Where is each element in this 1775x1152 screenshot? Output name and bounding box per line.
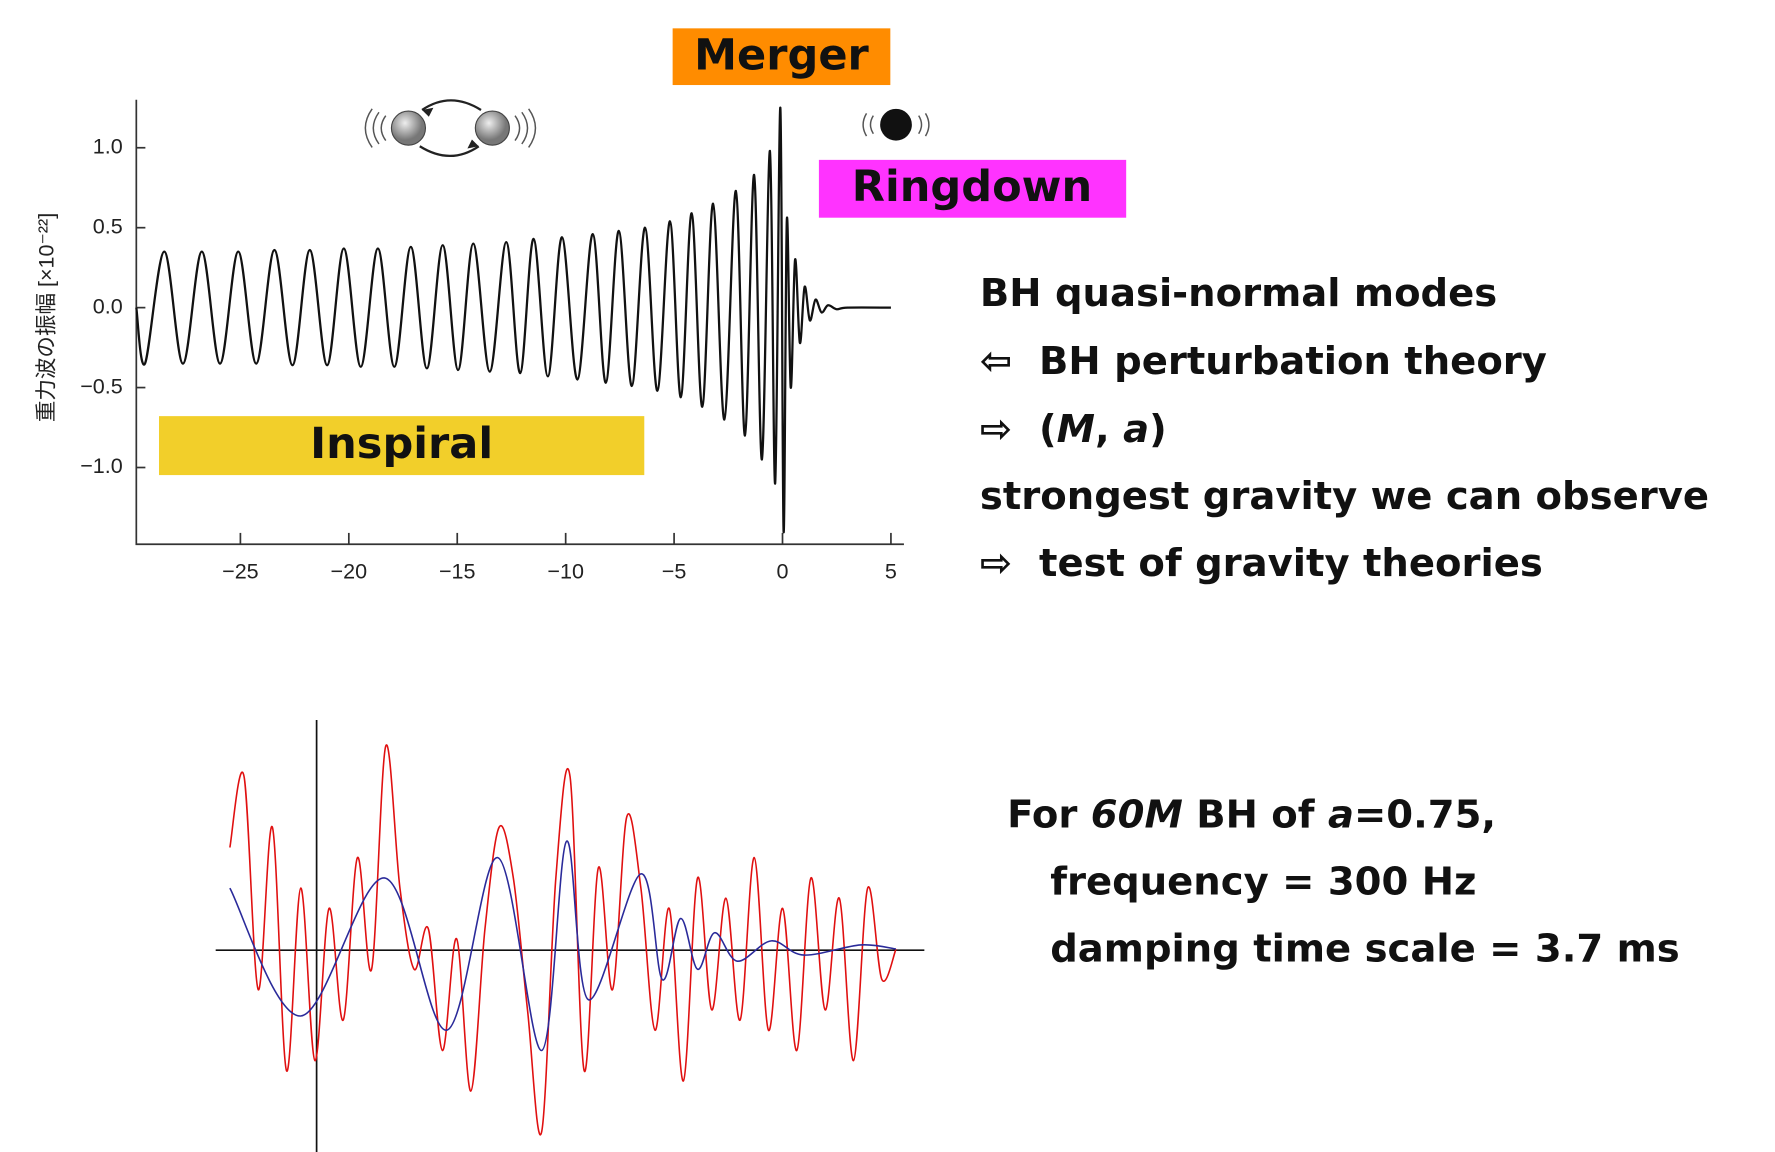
- y-tick-label: −1.0: [80, 454, 123, 478]
- y-tick-label: 0.5: [93, 214, 123, 238]
- note-text: ,: [1095, 407, 1123, 452]
- x-tick-label: −5: [662, 559, 687, 583]
- note-text: damping time scale = 3.7 ms: [1050, 927, 1680, 972]
- note-text: BH quasi-normal modes: [980, 271, 1497, 316]
- x-tick-label: −10: [547, 559, 584, 583]
- y-tick-label: 0.0: [93, 294, 123, 318]
- note-text: a: [1123, 407, 1149, 452]
- x-tick-label: −20: [331, 559, 368, 583]
- note-text: ⇦ BH perturbation theory: [980, 339, 1547, 384]
- note-line: ⇦ BH perturbation theory: [980, 339, 1547, 384]
- ringdown-box: [818, 159, 1127, 218]
- note-line: ⇨ (M, a): [980, 407, 1167, 452]
- note-line: frequency = 300 Hz: [1050, 860, 1476, 905]
- black-hole-icon: [862, 108, 930, 141]
- x-tick-label: −15: [439, 559, 476, 583]
- note-text: ⇨ (: [980, 407, 1057, 452]
- merger-label: Merger: [694, 30, 869, 80]
- waveform: [135, 106, 891, 533]
- ringdown-label: Ringdown: [852, 162, 1092, 212]
- note-line: strongest gravity we can observe: [980, 474, 1709, 519]
- top-axes: [135, 99, 904, 546]
- bottom-axes: [215, 720, 925, 1152]
- inspiral-label: Inspiral: [310, 419, 493, 469]
- note-line: For 60M BH of a=0.75,: [1007, 793, 1496, 838]
- x-tick-label: 5: [885, 559, 897, 583]
- x-tick-label: 0: [777, 559, 789, 583]
- inspiral-box: [158, 416, 645, 476]
- y-tick-label: 1.0: [93, 134, 123, 158]
- y-tick-label: −0.5: [80, 374, 123, 398]
- waveform: [229, 840, 897, 1052]
- note-text: =0.75,: [1354, 793, 1496, 838]
- note-text: For: [1007, 793, 1091, 838]
- note-text: ): [1149, 407, 1167, 452]
- note-text: frequency = 300 Hz: [1050, 860, 1476, 905]
- x-tick-label: −25: [222, 559, 259, 583]
- merger-box: [672, 28, 891, 86]
- note-line: ⇨ test of gravity theories: [980, 541, 1543, 586]
- note-line: BH quasi-normal modes: [980, 271, 1497, 316]
- waveform: [229, 744, 897, 1136]
- note-text: BH of: [1183, 793, 1328, 838]
- note-line: damping time scale = 3.7 ms: [1050, 927, 1680, 972]
- note-text: 60M: [1091, 793, 1183, 838]
- note-text: M: [1057, 407, 1095, 452]
- y-axis-label: 重力波の振幅 [×10⁻²²]: [35, 213, 59, 422]
- notes: BH quasi-normal modes ⇦ BH perturbation t…: [980, 271, 1709, 971]
- note-text: strongest gravity we can observe: [980, 474, 1709, 519]
- note-text: ⇨ test of gravity theories: [980, 541, 1543, 586]
- binary-icon: [364, 99, 537, 157]
- note-text: a: [1328, 793, 1354, 838]
